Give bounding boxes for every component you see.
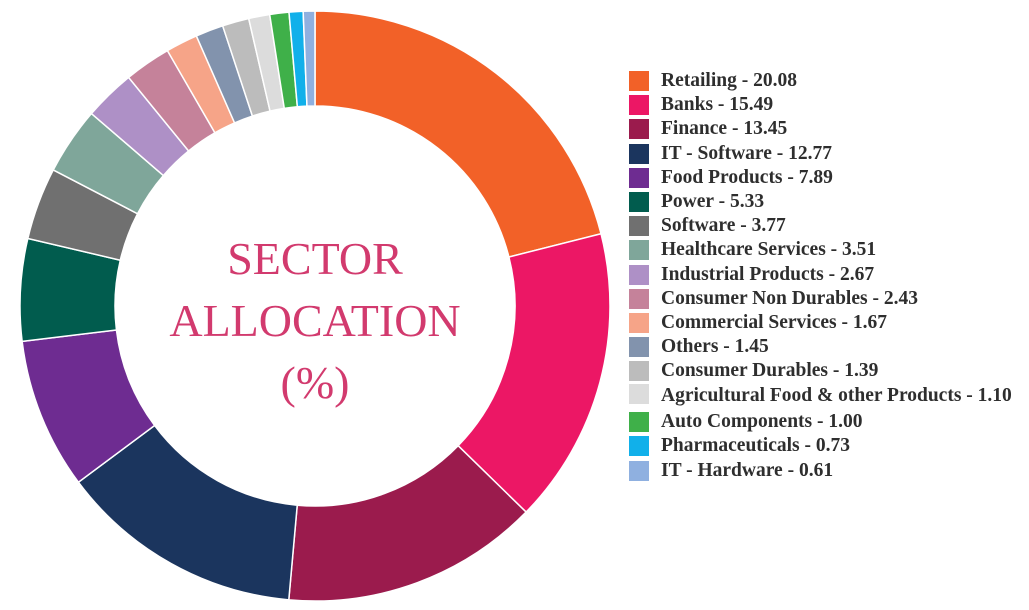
- legend-label: Food Products - 7.89: [661, 166, 833, 188]
- legend-swatch: [629, 313, 649, 334]
- legend-label: IT - Hardware - 0.61: [661, 459, 834, 481]
- legend-label: Consumer Durables - 1.39: [661, 360, 879, 382]
- legend-label: Power - 5.33: [661, 191, 765, 213]
- legend-item: Commercial Services - 1.67: [629, 311, 1021, 335]
- legend-item: IT - Software - 12.77: [629, 142, 1021, 166]
- legend-label: Commercial Services - 1.67: [661, 312, 887, 334]
- legend-swatch: [629, 383, 649, 404]
- legend-swatch: [629, 460, 649, 481]
- legend-label: Consumer Non Durables - 2.43: [661, 287, 918, 309]
- legend-item: Industrial Products - 2.67: [629, 263, 1021, 287]
- legend-item: Software - 3.77: [629, 214, 1021, 238]
- legend-label: Healthcare Services - 3.51: [661, 239, 877, 261]
- legend-item: Power - 5.33: [629, 190, 1021, 214]
- legend-item: IT - Hardware - 0.61: [629, 459, 1021, 483]
- legend-label: Agricultural Food & other Products - 1.1…: [661, 384, 1012, 406]
- legend-item: Consumer Durables - 1.39: [629, 359, 1021, 383]
- legend-swatch: [629, 288, 649, 309]
- legend-label: Software - 3.77: [661, 215, 786, 237]
- legend-item: Healthcare Services - 3.51: [629, 238, 1021, 262]
- legend-swatch: [629, 264, 649, 285]
- chart-title-line-2: ALLOCATION: [169, 295, 461, 346]
- legend-swatch: [629, 119, 649, 140]
- slice-it-hardware: [302, 10, 316, 107]
- legend-swatch: [629, 95, 649, 116]
- legend-label: Pharmaceuticals - 0.73: [661, 435, 851, 457]
- legend-swatch: [629, 361, 649, 382]
- legend-label: Others - 1.45: [661, 336, 769, 358]
- donut-chart: [19, 10, 611, 602]
- legend-item: Food Products - 7.89: [629, 166, 1021, 190]
- legend-item: Consumer Non Durables - 2.43: [629, 287, 1021, 311]
- legend-item: Agricultural Food & other Products - 1.1…: [629, 382, 1021, 411]
- legend-swatch: [629, 216, 649, 237]
- legend-label: Banks - 15.49: [661, 94, 774, 116]
- legend-swatch: [629, 412, 649, 433]
- chart-title-line-3: (%): [280, 357, 350, 408]
- legend-label: IT - Software - 12.77: [661, 142, 832, 164]
- legend-swatch: [629, 192, 649, 213]
- legend-item: Banks - 15.49: [629, 93, 1021, 117]
- legend-item: Retailing - 20.08: [629, 69, 1021, 93]
- legend-label: Retailing - 20.08: [661, 70, 797, 91]
- chart-title: SECTOR ALLOCATION (%): [115, 228, 515, 414]
- legend-label: Industrial Products - 2.67: [661, 263, 875, 285]
- chart-title-line-1: SECTOR: [227, 233, 403, 284]
- legend-item: Others - 1.45: [629, 335, 1021, 359]
- legend-swatch: [629, 71, 649, 91]
- slice-retailing: [314, 10, 602, 258]
- legend-swatch: [629, 167, 649, 188]
- legend-swatch: [629, 436, 649, 457]
- legend-item: Pharmaceuticals - 0.73: [629, 434, 1021, 458]
- legend-item: Finance - 13.45: [629, 117, 1021, 141]
- legend-swatch: [629, 143, 649, 164]
- legend-label: Finance - 13.45: [661, 118, 788, 140]
- legend-swatch: [629, 240, 649, 261]
- legend: Retailing - 20.08 Banks - 15.49 Finance - …: [629, 69, 1021, 483]
- legend-label: Auto Components - 1.00: [661, 411, 863, 433]
- legend-item: Auto Components - 1.00: [629, 410, 1021, 434]
- legend-swatch: [629, 337, 649, 358]
